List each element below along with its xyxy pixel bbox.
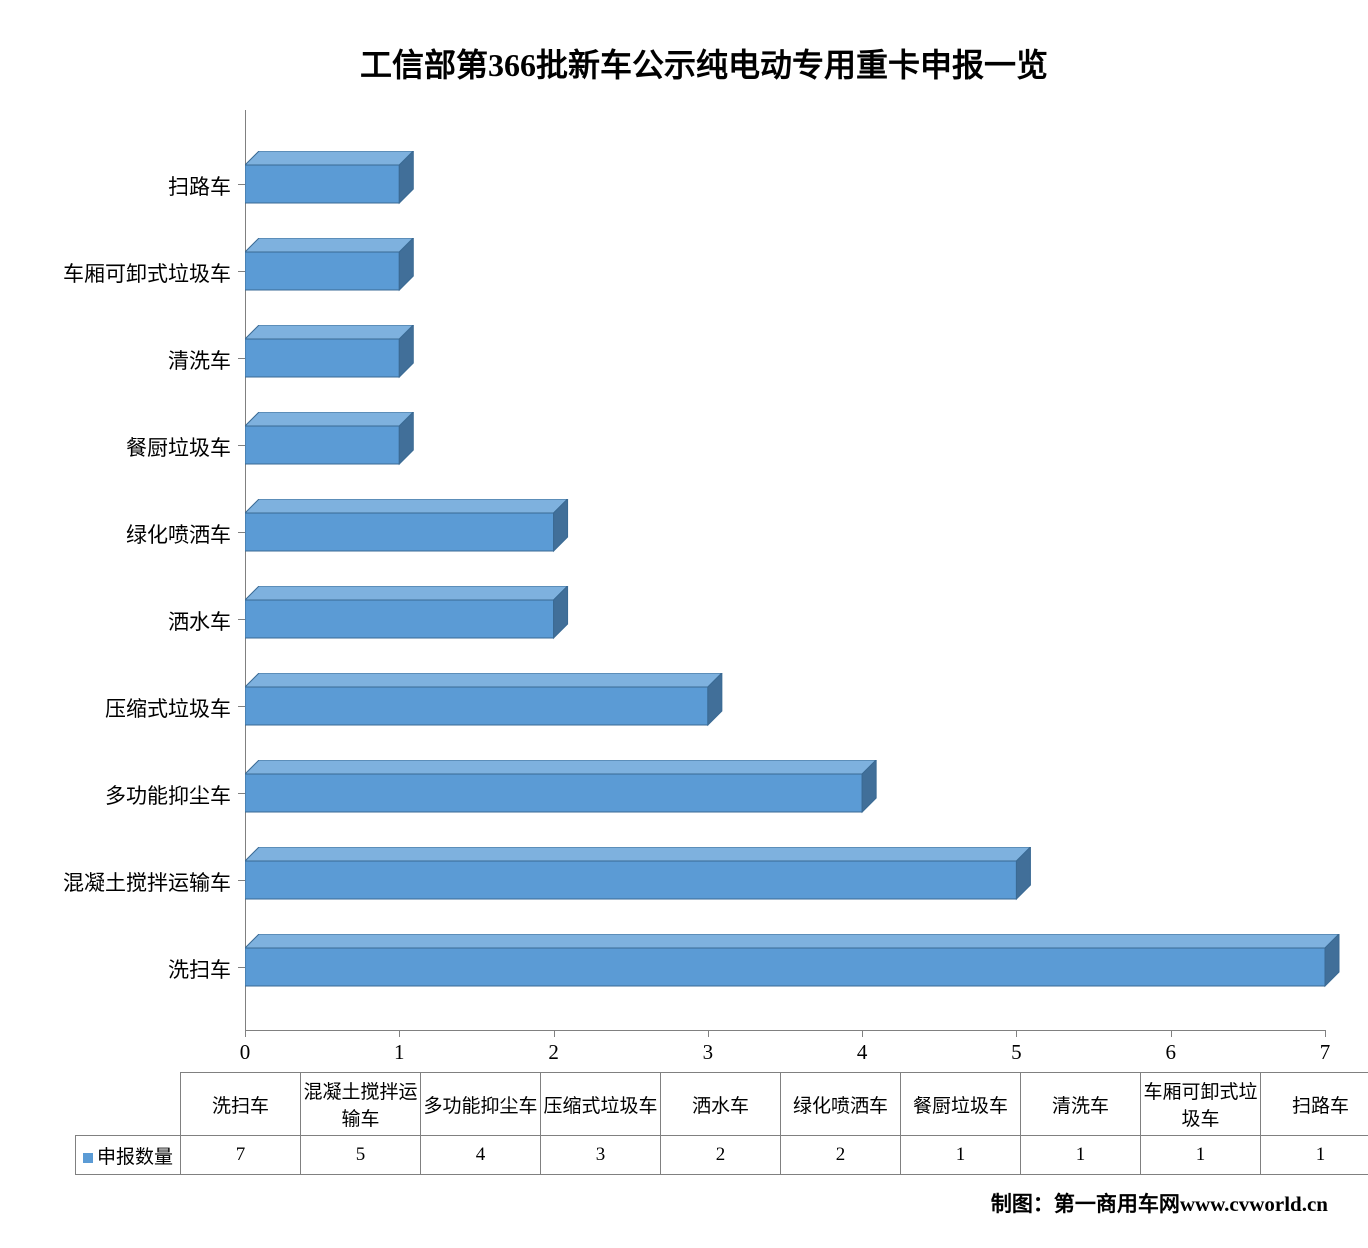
table-data-cell: 1 xyxy=(1261,1136,1368,1175)
x-tick-mark xyxy=(708,1030,709,1037)
y-category-label: 餐厨垃圾车 xyxy=(31,432,231,462)
table-data-cell: 4 xyxy=(421,1136,541,1175)
table-corner-cell xyxy=(76,1073,181,1136)
table-header-cell: 洗扫车 xyxy=(181,1073,301,1136)
x-tick-label: 5 xyxy=(996,1040,1036,1065)
y-tick-mark xyxy=(238,793,245,794)
bar xyxy=(245,412,415,466)
x-tick-mark xyxy=(554,1030,555,1037)
bar xyxy=(245,499,570,553)
table-data-cell: 2 xyxy=(781,1136,901,1175)
table-header-cell: 多功能抑尘车 xyxy=(421,1073,541,1136)
y-category-label: 绿化喷洒车 xyxy=(31,519,231,549)
legend-marker xyxy=(83,1153,93,1163)
bar xyxy=(245,586,570,640)
bar xyxy=(245,151,415,205)
bar xyxy=(245,934,1341,988)
x-tick-mark xyxy=(1016,1030,1017,1037)
x-tick-label: 4 xyxy=(842,1040,882,1065)
bar xyxy=(245,325,415,379)
x-tick-mark xyxy=(399,1030,400,1037)
x-tick-mark xyxy=(245,1030,246,1037)
y-category-label: 多功能抑尘车 xyxy=(31,780,231,810)
bar xyxy=(245,760,878,814)
x-tick-label: 2 xyxy=(534,1040,574,1065)
x-tick-label: 7 xyxy=(1305,1040,1345,1065)
table-header-cell: 扫路车 xyxy=(1261,1073,1368,1136)
y-category-label: 混凝土搅拌运输车 xyxy=(31,867,231,897)
table-header-cell: 餐厨垃圾车 xyxy=(901,1073,1021,1136)
table-data-cell: 7 xyxy=(181,1136,301,1175)
table-header-cell: 洒水车 xyxy=(661,1073,781,1136)
table-data-cell: 1 xyxy=(1021,1136,1141,1175)
y-category-label: 洒水车 xyxy=(31,606,231,636)
y-category-label: 扫路车 xyxy=(31,171,231,201)
x-axis-line xyxy=(245,1030,1325,1031)
table-data-cell: 5 xyxy=(301,1136,421,1175)
y-category-label: 车厢可卸式垃圾车 xyxy=(31,258,231,288)
y-tick-mark xyxy=(238,619,245,620)
table-header-cell: 压缩式垃圾车 xyxy=(541,1073,661,1136)
data-table: 洗扫车混凝土搅拌运输车多功能抑尘车压缩式垃圾车洒水车绿化喷洒车餐厨垃圾车清洗车车… xyxy=(75,1072,1368,1175)
chart-container: 工信部第366批新车公示纯电动专用重卡申报一览 01234567扫路车车厢可卸式… xyxy=(20,20,1368,1228)
plot-area: 01234567扫路车车厢可卸式垃圾车清洗车餐厨垃圾车绿化喷洒车洒水车压缩式垃圾… xyxy=(245,110,1325,1030)
y-tick-mark xyxy=(238,706,245,707)
table-data-cell: 3 xyxy=(541,1136,661,1175)
table-header-cell: 混凝土搅拌运输车 xyxy=(301,1073,421,1136)
y-category-label: 压缩式垃圾车 xyxy=(31,693,231,723)
x-tick-label: 1 xyxy=(379,1040,419,1065)
table-header-cell: 车厢可卸式垃圾车 xyxy=(1141,1073,1261,1136)
table-data-cell: 1 xyxy=(901,1136,1021,1175)
y-tick-mark xyxy=(238,532,245,533)
y-category-label: 清洗车 xyxy=(31,345,231,375)
table-header-cell: 清洗车 xyxy=(1021,1073,1141,1136)
table-data-cell: 2 xyxy=(661,1136,781,1175)
x-tick-label: 6 xyxy=(1151,1040,1191,1065)
y-tick-mark xyxy=(238,880,245,881)
y-tick-mark xyxy=(238,184,245,185)
credit-text: 制图：第一商用车网www.cvworld.cn xyxy=(991,1188,1328,1218)
legend-label: 申报数量 xyxy=(97,1147,173,1168)
y-tick-mark xyxy=(238,967,245,968)
y-category-label: 洗扫车 xyxy=(31,954,231,984)
bar xyxy=(245,238,415,292)
y-tick-mark xyxy=(238,358,245,359)
x-tick-label: 3 xyxy=(688,1040,728,1065)
x-tick-mark xyxy=(1171,1030,1172,1037)
x-tick-mark xyxy=(862,1030,863,1037)
bar xyxy=(245,673,724,727)
table-data-cell: 1 xyxy=(1141,1136,1261,1175)
x-tick-mark xyxy=(1325,1030,1326,1037)
table-header-cell: 绿化喷洒车 xyxy=(781,1073,901,1136)
x-tick-label: 0 xyxy=(225,1040,265,1065)
y-tick-mark xyxy=(238,445,245,446)
chart-title: 工信部第366批新车公示纯电动专用重卡申报一览 xyxy=(20,20,1368,86)
y-tick-mark xyxy=(238,271,245,272)
table-row-label: 申报数量 xyxy=(76,1136,181,1175)
bar xyxy=(245,847,1032,901)
